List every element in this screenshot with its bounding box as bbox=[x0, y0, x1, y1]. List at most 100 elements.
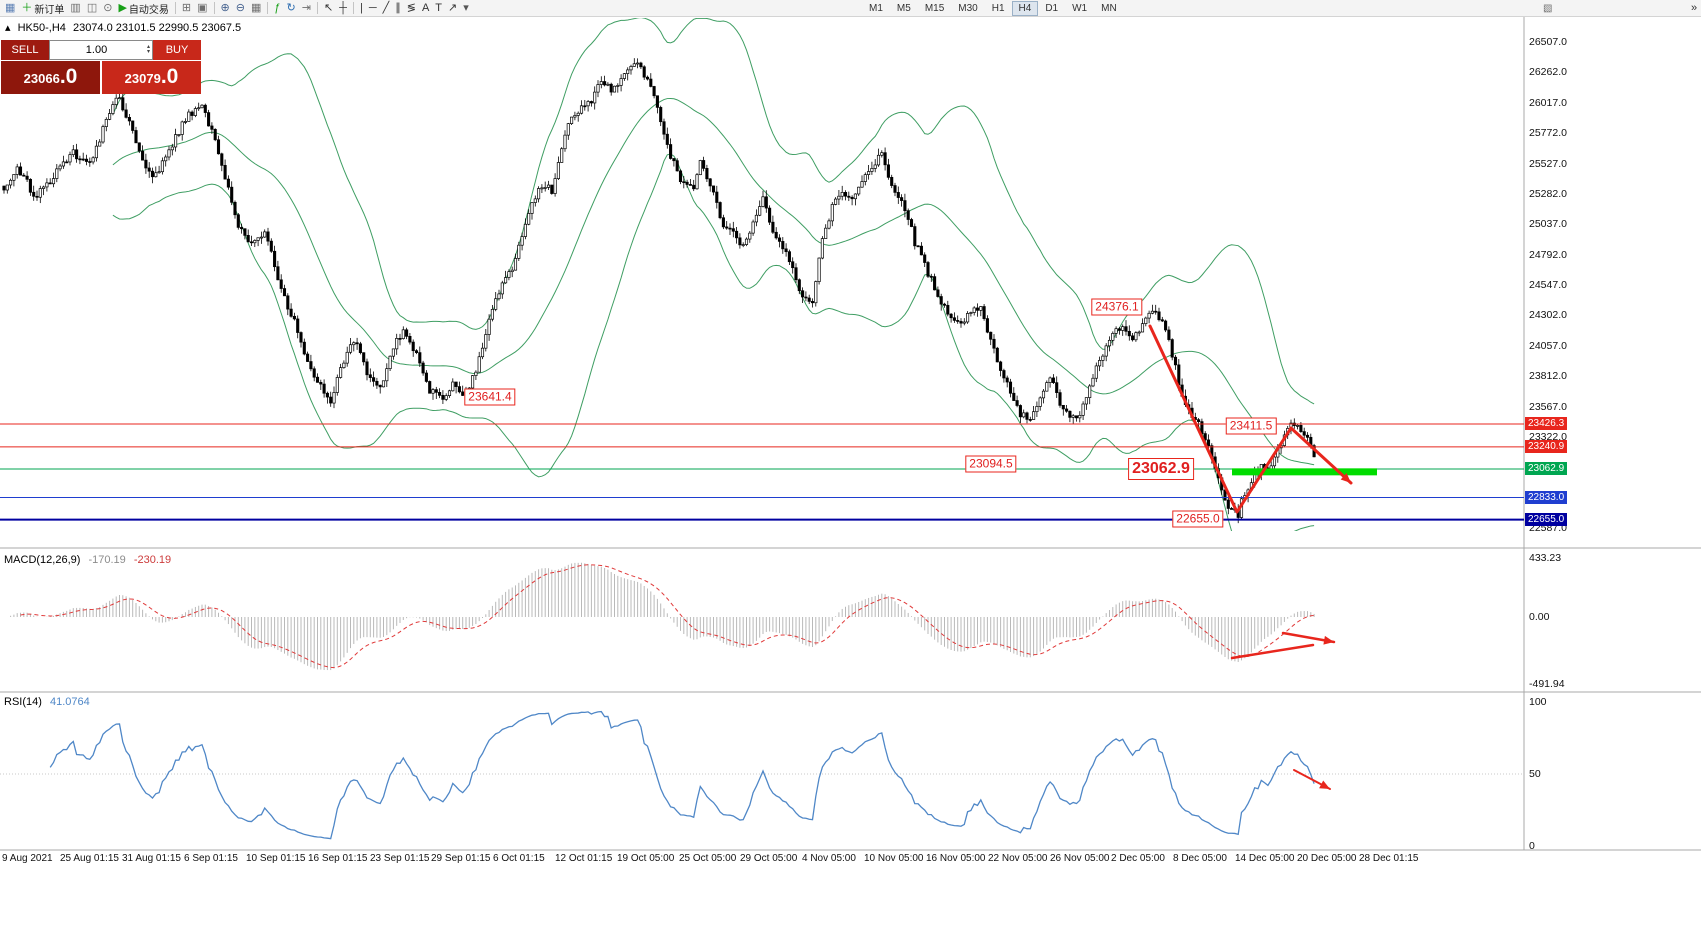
alerts-icon-glyph: ⊙ bbox=[103, 1, 113, 14]
chart-window-icon[interactable]: ▦ bbox=[2, 1, 18, 16]
timeframe-toolbar: M1 M5 M15 M30 H1 H4 D1 W1 MN bbox=[862, 1, 1124, 16]
macd-indicator-label: MACD(12,26,9) -170.19 -230.19 bbox=[4, 554, 176, 566]
zoom-in-button-glyph: ⊕ bbox=[220, 1, 230, 14]
new-order-button-label: 新订单 bbox=[34, 4, 65, 16]
vertical-line-button[interactable]: | bbox=[357, 1, 366, 16]
resistance-line-2-tag: 23240.9 bbox=[1525, 440, 1568, 454]
channel-button[interactable]: ∥ bbox=[392, 1, 404, 16]
cascade-windows-icon[interactable]: ▣ bbox=[194, 1, 210, 16]
sell-price-frac: .0 bbox=[59, 65, 78, 88]
toolbar-separator bbox=[352, 2, 354, 14]
horizontal-line-button[interactable]: ─ bbox=[366, 1, 380, 16]
time-axis-label: 14 Dec 05:00 bbox=[1235, 853, 1295, 864]
sell-button[interactable]: SELL bbox=[1, 40, 49, 60]
macd-axis-label: 0.00 bbox=[1529, 611, 1550, 623]
time-axis-label: 12 Oct 01:15 bbox=[555, 853, 613, 864]
price-axis-tick: 25282.0 bbox=[1529, 187, 1567, 200]
macd-signal-value: -230.19 bbox=[133, 554, 172, 566]
rsi-trend-arrows[interactable] bbox=[1293, 769, 1331, 790]
arrows-dropdown-icon[interactable]: ▾ bbox=[460, 1, 472, 16]
cursor-button[interactable]: ↖ bbox=[321, 1, 336, 16]
rsi-value: 41.0764 bbox=[49, 696, 90, 708]
text-button[interactable]: A bbox=[419, 1, 432, 16]
tile-chart-icon-glyph: ▦ bbox=[250, 1, 262, 14]
price-annotation[interactable]: 23641.4 bbox=[464, 388, 516, 406]
price-annotation[interactable]: 24376.1 bbox=[1091, 298, 1143, 316]
zoom-in-button[interactable]: ⊕ bbox=[218, 1, 233, 16]
price-annotation[interactable]: 23411.5 bbox=[1225, 417, 1277, 435]
autotrading-button[interactable]: ▶ 自动交易 bbox=[115, 1, 171, 16]
time-axis-label: 10 Nov 05:00 bbox=[864, 853, 924, 864]
profile-icon[interactable]: ◫ bbox=[84, 1, 100, 16]
macd-signal-line bbox=[20, 564, 1315, 669]
price-annotation[interactable]: 22655.0 bbox=[1172, 510, 1224, 528]
auto-scroll-button[interactable]: ↻ bbox=[284, 1, 299, 16]
chart-shift-button[interactable]: ⇥ bbox=[299, 1, 314, 16]
crosshair-button-glyph: ┼ bbox=[339, 1, 347, 14]
timeframe-button-m1[interactable]: M1 bbox=[869, 3, 883, 14]
horizontal-line-button-glyph: ─ bbox=[368, 1, 377, 14]
rsi-axis-label: 50 bbox=[1529, 768, 1541, 780]
timeframe-button-m30[interactable]: M30 bbox=[958, 3, 978, 14]
tile-chart-icon[interactable]: ▦ bbox=[248, 1, 264, 16]
tile-windows-icon[interactable]: ⊞ bbox=[179, 1, 194, 16]
macd-trend-arrows[interactable] bbox=[1230, 631, 1336, 660]
timeframe-button-w1[interactable]: W1 bbox=[1072, 3, 1088, 14]
crosshair-button[interactable]: ┼ bbox=[336, 1, 350, 16]
support-line-navy-tag: 22655.0 bbox=[1525, 513, 1568, 527]
timeframe-button-mn[interactable]: MN bbox=[1101, 3, 1117, 14]
time-axis-label: 10 Sep 01:15 bbox=[246, 853, 306, 864]
time-axis-label: 6 Sep 01:15 bbox=[184, 853, 238, 864]
timeframe-button-m15[interactable]: M15 bbox=[924, 3, 945, 14]
fibonacci-button[interactable]: ≶ bbox=[404, 1, 419, 16]
price-axis-tick: 24057.0 bbox=[1529, 339, 1567, 352]
support-zone-highlight[interactable] bbox=[1232, 468, 1377, 476]
indicators-button[interactable]: ƒ bbox=[271, 1, 283, 16]
buy-price-button[interactable]: 23079 .0 bbox=[102, 61, 201, 94]
timeframe-button-h1[interactable]: H1 bbox=[991, 3, 1005, 14]
volume-spin-buttons[interactable]: ▴ ▾ bbox=[146, 44, 150, 55]
price-annotation[interactable]: 23094.5 bbox=[965, 455, 1017, 473]
new-order-button[interactable]: ＋新订单 bbox=[18, 1, 67, 16]
macd-main-value: -170.19 bbox=[88, 554, 126, 566]
time-axis-label: 9 Aug 2021 bbox=[2, 853, 53, 864]
zoom-out-button[interactable]: ⊖ bbox=[233, 1, 248, 16]
alerts-icon[interactable]: ⊙ bbox=[100, 1, 115, 16]
volume-stepper[interactable]: 1.00 ▴ ▾ bbox=[49, 40, 153, 60]
new-order-button-glyph: ＋ bbox=[21, 1, 33, 14]
charts-grid-icon[interactable]: ▥ bbox=[67, 1, 83, 16]
time-axis-label: 28 Dec 01:15 bbox=[1359, 853, 1419, 864]
toolbar-overflow-icon[interactable]: » bbox=[1691, 1, 1698, 14]
timeframe-button-d1[interactable]: D1 bbox=[1045, 3, 1059, 14]
volume-value[interactable]: 1.00 bbox=[85, 44, 108, 56]
volume-down-icon[interactable]: ▾ bbox=[146, 49, 150, 55]
text-label-button[interactable]: T bbox=[432, 1, 445, 16]
volume-up-icon[interactable]: ▴ bbox=[146, 44, 150, 50]
timeframe-button-m5[interactable]: M5 bbox=[896, 3, 911, 14]
sell-price-button[interactable]: 23066 .0 bbox=[1, 61, 100, 94]
chart-expand-icon[interactable]: ▴ bbox=[5, 22, 11, 34]
charts-grid-icon-glyph: ▥ bbox=[70, 1, 81, 14]
macd-axis-label: -491.94 bbox=[1529, 678, 1565, 690]
trendline-button[interactable]: ╱ bbox=[380, 1, 393, 16]
toolbar-right-group: ▧ bbox=[1540, 1, 1555, 16]
chart-ohlc-values: 23074.0 23101.5 22990.5 23067.5 bbox=[72, 22, 242, 34]
price-annotation[interactable]: 23062.9 bbox=[1128, 458, 1194, 480]
time-axis-label: 8 Dec 05:00 bbox=[1173, 853, 1227, 864]
buy-price-main: 23079 bbox=[124, 71, 161, 86]
timeframe-button-h4[interactable]: H4 bbox=[1011, 1, 1039, 16]
fibonacci-button-glyph: ≶ bbox=[406, 1, 416, 14]
indicators-button-glyph: ƒ bbox=[274, 1, 281, 14]
macd-histogram bbox=[10, 562, 1315, 671]
layouts-icon[interactable]: ▧ bbox=[1543, 3, 1553, 14]
time-axis-label: 2 Dec 05:00 bbox=[1111, 853, 1165, 864]
price-trend-arrow[interactable] bbox=[1148, 324, 1353, 514]
text-label-button-glyph: T bbox=[435, 1, 443, 14]
buy-button[interactable]: BUY bbox=[153, 40, 201, 60]
price-axis-tick: 26017.0 bbox=[1529, 96, 1567, 109]
price-axis-tick: 26262.0 bbox=[1529, 66, 1567, 79]
time-axis-label: 25 Aug 01:15 bbox=[60, 853, 119, 864]
arrows-button[interactable]: ↗ bbox=[445, 1, 460, 16]
chart-title: ▴ HK50-,H4 23074.0 23101.5 22990.5 23067… bbox=[5, 21, 245, 34]
